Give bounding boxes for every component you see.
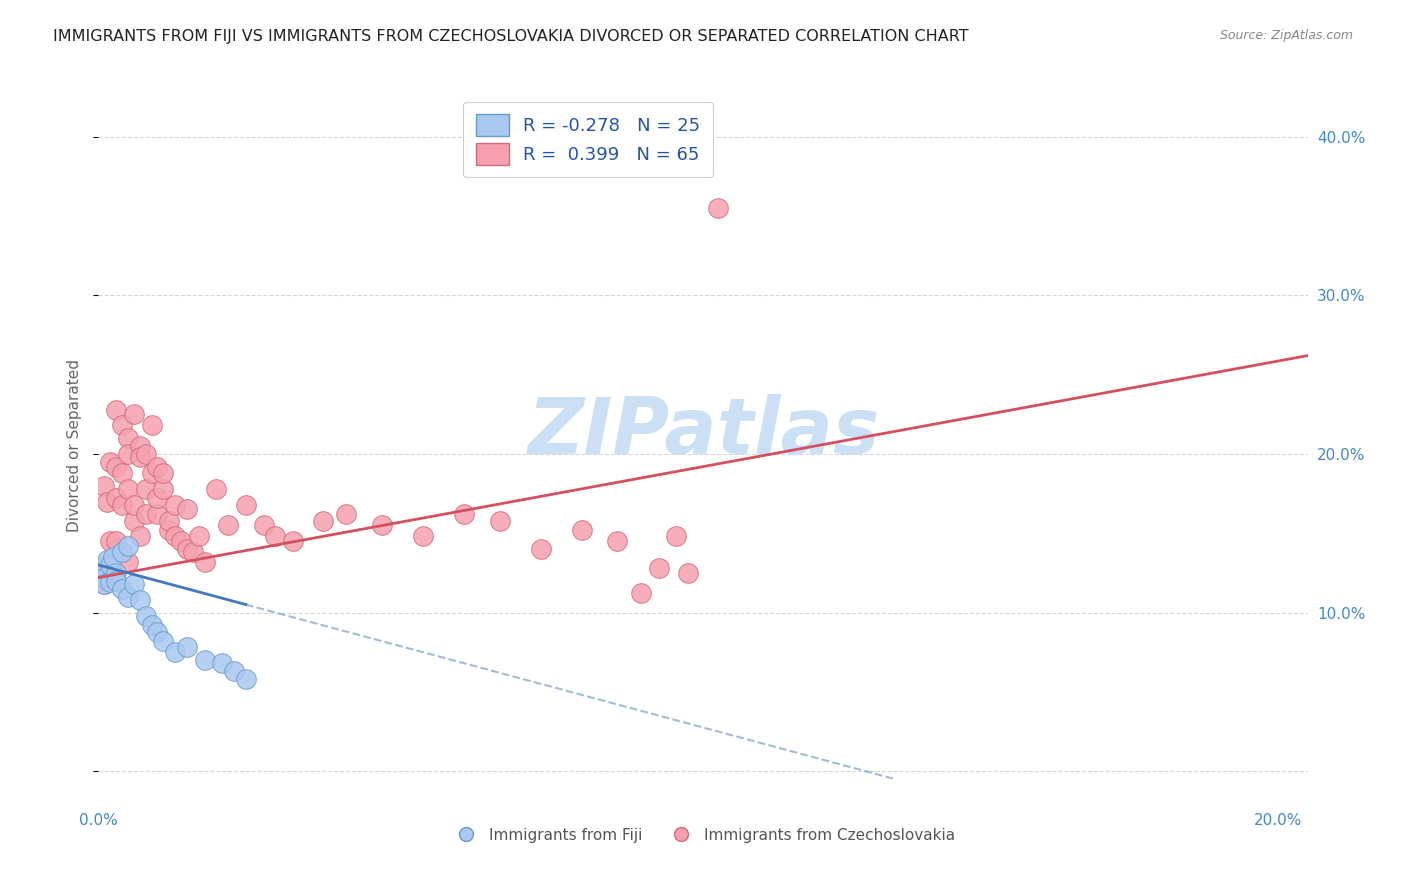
Point: [98, 558, 121, 572]
Point: [488, 514, 510, 528]
Point: [412, 529, 434, 543]
Point: [146, 459, 169, 474]
Point: [235, 498, 257, 512]
Point: [217, 518, 239, 533]
Point: [606, 534, 628, 549]
Point: [122, 514, 145, 528]
Point: [648, 561, 671, 575]
Point: [335, 507, 357, 521]
Point: [122, 577, 145, 591]
Point: [165, 529, 187, 543]
Point: [146, 624, 169, 639]
Point: [117, 482, 139, 496]
Point: [530, 542, 553, 557]
Point: [135, 608, 157, 623]
Point: [128, 529, 150, 543]
Point: [105, 566, 128, 580]
Point: [157, 514, 180, 528]
Point: [122, 407, 145, 421]
Point: [111, 498, 134, 512]
Point: [128, 450, 150, 464]
Point: [96, 494, 118, 508]
Point: [571, 523, 593, 537]
Point: [706, 201, 728, 215]
Point: [117, 539, 139, 553]
Point: [93, 478, 115, 492]
Point: [90, 569, 112, 583]
Point: [146, 491, 169, 506]
Point: [235, 672, 257, 686]
Point: [194, 653, 217, 667]
Point: [205, 482, 228, 496]
Text: Source: ZipAtlas.com: Source: ZipAtlas.com: [1219, 29, 1353, 42]
Point: [176, 502, 198, 516]
Point: [111, 418, 134, 433]
Point: [264, 529, 287, 543]
Legend: Immigrants from Fiji, Immigrants from Czechoslovakia: Immigrants from Fiji, Immigrants from Cz…: [444, 822, 962, 848]
Point: [453, 507, 475, 521]
Point: [252, 518, 274, 533]
Text: IMMIGRANTS FROM FIJI VS IMMIGRANTS FROM CZECHOSLOVAKIA DIVORCED OR SEPARATED COR: IMMIGRANTS FROM FIJI VS IMMIGRANTS FROM …: [53, 29, 969, 44]
Point: [105, 534, 128, 549]
Point: [176, 640, 198, 655]
Point: [98, 566, 121, 580]
Point: [165, 498, 187, 512]
Point: [370, 518, 392, 533]
Point: [146, 507, 169, 521]
Point: [311, 514, 333, 528]
Point: [141, 466, 163, 480]
Point: [105, 459, 128, 474]
Point: [141, 418, 163, 433]
Point: [281, 534, 304, 549]
Point: [194, 555, 217, 569]
Point: [101, 549, 124, 564]
Point: [111, 582, 134, 596]
Point: [93, 571, 115, 585]
Point: [222, 664, 245, 678]
Point: [170, 534, 193, 549]
Point: [93, 577, 115, 591]
Point: [93, 558, 115, 572]
Point: [135, 447, 157, 461]
Point: [165, 645, 187, 659]
Text: ZIPatlas: ZIPatlas: [527, 393, 879, 470]
Point: [135, 507, 157, 521]
Point: [98, 455, 121, 469]
Point: [135, 482, 157, 496]
Point: [90, 561, 112, 575]
Point: [105, 491, 128, 506]
Point: [128, 439, 150, 453]
Point: [665, 529, 688, 543]
Point: [98, 534, 121, 549]
Point: [105, 402, 128, 417]
Point: [630, 586, 652, 600]
Point: [117, 590, 139, 604]
Point: [187, 529, 209, 543]
Point: [122, 498, 145, 512]
Point: [96, 553, 118, 567]
Point: [98, 575, 121, 590]
Point: [117, 431, 139, 445]
Point: [211, 657, 233, 671]
Y-axis label: Divorced or Separated: Divorced or Separated: [67, 359, 83, 533]
Point: [117, 447, 139, 461]
Point: [176, 542, 198, 557]
Point: [117, 555, 139, 569]
Point: [93, 577, 115, 591]
Point: [111, 466, 134, 480]
Point: [152, 634, 174, 648]
Point: [128, 592, 150, 607]
Point: [105, 574, 128, 588]
Point: [111, 545, 134, 559]
Point: [152, 466, 174, 480]
Point: [678, 566, 700, 580]
Point: [152, 482, 174, 496]
Point: [157, 523, 180, 537]
Point: [181, 545, 204, 559]
Point: [141, 618, 163, 632]
